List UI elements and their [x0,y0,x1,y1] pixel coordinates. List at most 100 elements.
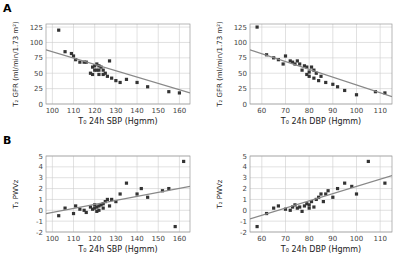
x-axis-label: T₀ 24h SBP (Hgmm) [77,245,157,254]
scatter-point [57,29,60,32]
grid-line [380,156,381,232]
regression-line [46,186,190,213]
grid-line [250,166,392,167]
data-layer [46,160,190,228]
grid-line [261,156,262,232]
grid-line [250,210,392,211]
scatter-point [104,72,107,75]
tick-label: 75 [238,54,247,62]
tick-label: 90 [328,235,337,243]
regression-line [46,50,190,93]
scatter-point [119,192,122,195]
tick-label: 120 [88,107,101,115]
grid-line [94,156,95,232]
regression-line [250,50,392,97]
scatter-point [135,192,138,195]
tick-label: 130 [109,107,122,115]
grid-line [250,42,392,43]
chart: 1001101201301401501600255075100125T₀ 24h… [0,0,400,268]
scatter-point [296,59,299,62]
scatter-point [312,205,315,208]
tick-label: 4 [39,163,44,171]
tick-label: 110 [67,235,80,243]
grid-line [115,24,116,104]
scatter-point [319,192,322,195]
scatter-point [256,225,259,228]
tick-label: 130 [109,235,122,243]
tick-label: -1 [36,218,43,226]
tick-label: 50 [238,70,247,78]
plot-frame [250,156,392,232]
tick-label: 3 [39,174,43,182]
scatter-point [312,77,315,80]
grid-line [179,156,180,232]
grid-line [46,221,190,222]
scatter-point [108,59,111,62]
panel: 607080901001100255075100125T₀ 24h DBP (H… [216,21,392,126]
scatter-point [336,187,339,190]
tick-label: 100 [30,39,43,47]
tick-label: 5 [39,153,43,161]
tick-label: 2 [39,185,43,193]
scatter-point [308,75,311,78]
scatter-point [74,204,77,207]
scatter-point [72,212,75,215]
background [0,0,400,268]
scatter-point [97,209,100,212]
tick-label: 70 [281,235,290,243]
scatter-point [367,160,370,163]
scatter-point [106,198,109,201]
scatter-point [322,200,325,203]
scatter-point [78,61,81,64]
tick-label: 0 [243,207,247,215]
tick-label: 110 [373,235,386,243]
scatter-point [331,196,334,199]
grid-line [250,221,392,222]
tick-label: 150 [152,107,165,115]
scatter-point [336,85,339,88]
x-axis-label: T₀ 24h DBP (Hgmm) [280,245,361,254]
grid-line [332,24,333,104]
scatter-point [308,207,311,210]
scatter-point [355,192,358,195]
tick-label: 110 [373,107,386,115]
scatter-point [140,187,143,190]
scatter-point [106,75,109,78]
tick-label: 110 [67,107,80,115]
grid-line [250,199,392,200]
x-axis-label: T₀ 24h SBP (Hgmm) [77,117,157,126]
tick-label: 25 [34,85,43,93]
grid-line [46,166,190,167]
scatter-point [85,211,88,214]
scatter-point [63,50,66,53]
tick-label: 5 [243,153,247,161]
grid-line [137,24,138,104]
tick-label: 100 [46,235,59,243]
tick-label: 100 [350,235,363,243]
grid-line [115,156,116,232]
grid-line [250,57,392,58]
scatter-point [343,89,346,92]
grid-line [309,156,310,232]
tick-label: 125 [234,24,247,32]
tick-label: 125 [30,24,43,32]
scatter-point [146,196,149,199]
grid-line [52,24,53,104]
grid-line [250,188,392,189]
tick-label: 1 [243,196,247,204]
data-layer [250,160,392,228]
grid-line [158,24,159,104]
tick-label: 140 [130,107,143,115]
scatter-point [343,182,346,185]
scatter-point [308,203,311,206]
grid-line [73,24,74,104]
scatter-point [174,225,177,228]
tick-label: 75 [34,54,43,62]
scatter-point [324,81,327,84]
tick-label: 80 [305,235,314,243]
plot-frame [250,24,392,104]
tick-label: 0 [39,101,43,109]
scatter-point [146,85,149,88]
tick-label: 0 [39,207,43,215]
scatter-point [72,54,75,57]
